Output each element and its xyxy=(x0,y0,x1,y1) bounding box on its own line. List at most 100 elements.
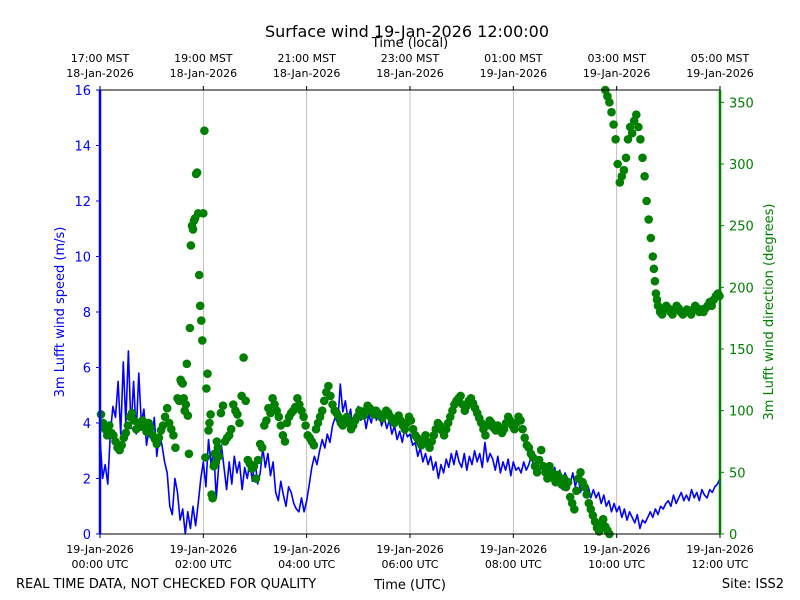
wind-direction-point xyxy=(518,424,527,434)
wind-direction-point xyxy=(226,424,236,434)
right-tick-label: 300 xyxy=(729,158,754,173)
wind-direction-point xyxy=(241,396,250,406)
wind-direction-point xyxy=(326,391,335,401)
wind-direction-point xyxy=(638,153,647,163)
wind-direction-point xyxy=(162,403,172,413)
top-tick-label-date: 18-Jan-2026 xyxy=(376,67,444,80)
top-tick-label-time: 01:00 MST xyxy=(484,52,543,65)
direction-series xyxy=(96,85,724,539)
wind-direction-point xyxy=(262,416,271,425)
wind-direction-point xyxy=(621,153,631,163)
left-axis-ticks: 0 2 4 6 8 10 12 14 16 xyxy=(74,84,100,543)
wind-direction-point xyxy=(516,416,525,425)
wind-direction-point xyxy=(543,474,552,483)
wind-direction-point xyxy=(200,126,209,135)
top-tick-label-date: 18-Jan-2026 xyxy=(170,67,238,80)
wind-direction-point xyxy=(309,440,319,450)
wind-direction-point xyxy=(202,384,211,393)
wind-direction-point xyxy=(184,449,194,459)
footer-site: Site: ISS2 xyxy=(722,577,784,592)
right-axis-label: 3m Lufft wind direction (degrees) xyxy=(762,204,777,421)
top-tick-label-time: 17:00 MST xyxy=(71,52,130,65)
top-tick-label-date: 18-Jan-2026 xyxy=(66,67,134,80)
wind-direction-point xyxy=(636,135,645,144)
wind-direction-point xyxy=(570,505,579,514)
top-tick-label-time: 03:00 MST xyxy=(587,52,646,65)
wind-direction-point xyxy=(194,270,204,280)
wind-direction-point xyxy=(605,98,614,107)
wind-direction-point xyxy=(623,135,633,144)
wind-direction-point xyxy=(117,440,126,450)
top-axis-label: Time (local) xyxy=(371,36,448,51)
wind-direction-point xyxy=(216,408,226,418)
wind-direction-point xyxy=(644,215,653,224)
wind-direction-point xyxy=(301,421,310,430)
bottom-tick-label-time: 02:00 UTC xyxy=(175,558,232,571)
wind-direction-point xyxy=(642,196,651,206)
bottom-tick-label-date: 19-Jan-2026 xyxy=(66,543,134,556)
wind-direction-point xyxy=(580,482,589,492)
left-axis-label: 3m Lufft wind speed (m/s) xyxy=(53,227,68,398)
wind-direction-point xyxy=(632,110,641,119)
bottom-tick-label-date: 19-Jan-2026 xyxy=(273,543,341,556)
wind-direction-point xyxy=(186,241,196,250)
footer-xlabel: Time (UTC) xyxy=(373,578,446,593)
top-tick-label-date: 18-Jan-2026 xyxy=(273,67,341,80)
wind-direction-point xyxy=(235,418,244,428)
wind-direction-point xyxy=(188,225,198,234)
bottom-tick-label-date: 19-Jan-2026 xyxy=(170,543,238,556)
wind-direction-point xyxy=(201,453,210,462)
wind-direction-point xyxy=(178,379,187,388)
wind-direction-point xyxy=(257,443,267,453)
wind-direction-point xyxy=(203,369,212,379)
wind-direction-point xyxy=(607,107,616,117)
wind-direction-point xyxy=(181,400,191,409)
wind-direction-point xyxy=(274,412,284,422)
top-axis-ticks: 17:00 MST 18-Jan-2026 19:00 MST 18-Jan-2026… xyxy=(66,52,754,90)
wind-direction-point xyxy=(406,416,416,425)
top-tick-label-date: 19-Jan-2026 xyxy=(480,67,548,80)
left-tick-label: 12 xyxy=(74,195,91,210)
bottom-tick-label-time: 10:00 UTC xyxy=(588,558,645,571)
wind-direction-point xyxy=(646,233,656,243)
right-tick-label: 200 xyxy=(729,281,754,296)
wind-direction-point xyxy=(613,159,622,169)
wind-direction-point xyxy=(185,323,195,333)
wind-direction-point xyxy=(205,418,214,428)
wind-direction-point xyxy=(160,412,170,422)
left-tick-label: 2 xyxy=(83,473,91,488)
wind-direction-point xyxy=(619,165,629,175)
wind-direction-point xyxy=(649,264,659,274)
wind-direction-point xyxy=(627,128,637,138)
wind-direction-point xyxy=(572,486,581,496)
wind-direction-point xyxy=(154,433,164,443)
wind-direction-point xyxy=(169,431,178,440)
right-tick-label: 250 xyxy=(729,220,754,235)
right-tick-label: 350 xyxy=(729,96,754,111)
wind-direction-point xyxy=(249,461,259,471)
wind-direction-point xyxy=(195,301,205,311)
bottom-tick-label-date: 19-Jan-2026 xyxy=(376,543,444,556)
wind-direction-point xyxy=(198,336,207,345)
top-tick-label-date: 19-Jan-2026 xyxy=(583,67,651,80)
wind-direction-point xyxy=(421,431,430,440)
left-tick-label: 14 xyxy=(74,140,91,155)
wind-direction-point xyxy=(534,455,544,465)
wind-direction-point xyxy=(280,437,290,446)
bottom-tick-label-date: 19-Jan-2026 xyxy=(686,543,754,556)
left-tick-label: 0 xyxy=(83,528,91,543)
right-axis-ticks: 0 50 100 150 200 250 300 350 xyxy=(720,96,754,543)
wind-direction-point xyxy=(598,514,608,524)
bottom-tick-label-date: 19-Jan-2026 xyxy=(583,543,651,556)
wind-direction-point xyxy=(218,401,228,411)
wind-direction-point xyxy=(233,410,242,419)
wind-direction-point xyxy=(317,406,327,416)
bottom-tick-label-time: 00:00 UTC xyxy=(71,558,128,571)
bottom-tick-label-time: 08:00 UTC xyxy=(485,558,542,571)
wind-direction-point xyxy=(324,381,333,391)
wind-direction-point xyxy=(319,396,329,406)
wind-direction-point xyxy=(204,426,213,435)
bottom-tick-label-time: 06:00 UTC xyxy=(381,558,438,571)
wind-direction-point xyxy=(127,408,137,418)
